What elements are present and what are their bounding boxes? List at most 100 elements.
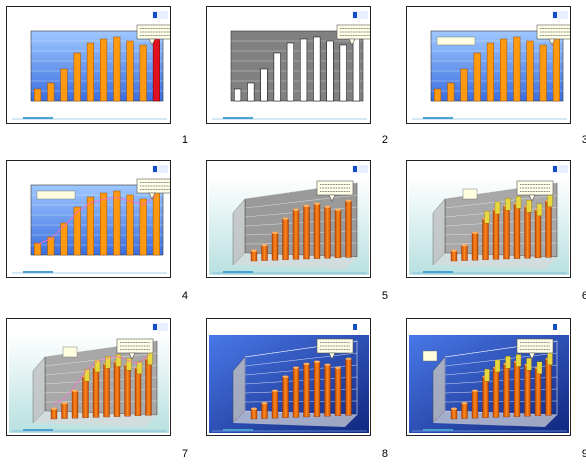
brand-logo-icon xyxy=(552,165,568,173)
chart-bar xyxy=(139,198,147,256)
chart-bar xyxy=(100,192,108,256)
chart-bar xyxy=(34,242,42,256)
chart-bar xyxy=(292,209,300,260)
chart-bar xyxy=(73,52,81,102)
slide-thumbnail-7[interactable] xyxy=(6,318,171,436)
chart-bar xyxy=(524,364,531,417)
chart-bar xyxy=(152,188,160,256)
slide-footer-bar xyxy=(412,429,567,432)
chart-bar xyxy=(250,250,258,262)
chart-bar xyxy=(482,376,489,418)
slide-footer-bar xyxy=(212,429,367,432)
slide-footer-bar xyxy=(12,117,167,120)
chart-bar xyxy=(313,203,321,259)
chart-bar xyxy=(326,40,334,102)
brand-logo-icon xyxy=(352,165,368,173)
slide-chart xyxy=(12,11,170,120)
chart-bar xyxy=(126,40,134,102)
chart-bar xyxy=(260,68,268,102)
slide-chart xyxy=(9,323,169,433)
brand-logo-icon xyxy=(152,165,168,173)
chart-bar xyxy=(82,376,89,418)
chart-bar xyxy=(345,200,352,258)
chart-bar xyxy=(534,209,542,258)
slide-chart xyxy=(409,323,569,433)
chart-bar xyxy=(545,200,552,258)
chart-bar xyxy=(86,42,94,102)
slide-chart xyxy=(209,323,369,433)
chart-bar xyxy=(271,390,279,419)
slide-footer-bar xyxy=(412,271,567,274)
slide-thumbnail-5[interactable] xyxy=(206,160,371,278)
chart-bar xyxy=(339,44,347,102)
chart-bar xyxy=(313,361,321,417)
chart-bar xyxy=(324,206,331,259)
chart-bar xyxy=(460,68,468,102)
slide-footer-bar xyxy=(12,429,167,432)
chart-bar xyxy=(486,42,494,102)
chart-bar xyxy=(47,236,55,256)
chart-bar xyxy=(352,34,360,102)
chart-bar xyxy=(282,218,289,260)
chart-bar xyxy=(152,34,160,102)
chart-bar xyxy=(447,82,455,102)
slide-number: 2 xyxy=(381,134,388,146)
slide-thumbnail-9[interactable] xyxy=(406,318,571,436)
brand-logo-icon xyxy=(352,323,368,331)
chart-series-line xyxy=(37,195,157,245)
chart-bar xyxy=(273,52,281,102)
slide-thumbnail-2[interactable] xyxy=(206,6,371,124)
chart-bar xyxy=(234,88,242,102)
chart-bar xyxy=(526,40,534,102)
chart-bar xyxy=(450,408,458,420)
chart-bar xyxy=(334,367,342,416)
brand-logo-icon xyxy=(152,11,168,19)
brand-logo-icon xyxy=(152,323,168,331)
chart-legend xyxy=(36,190,76,200)
chart-bar xyxy=(545,358,552,416)
chart-bar xyxy=(34,88,42,102)
slide-thumbnail-4[interactable] xyxy=(6,160,171,278)
chart-bar xyxy=(139,44,147,102)
chart-bar xyxy=(261,403,268,419)
chart-legend xyxy=(436,36,476,46)
chart-bar xyxy=(473,52,481,102)
chart-bar xyxy=(434,88,442,102)
chart-bar xyxy=(286,42,294,102)
chart-bar xyxy=(103,363,110,418)
chart-bar xyxy=(513,36,521,102)
slide-chart xyxy=(409,165,569,275)
chart-bar xyxy=(482,218,489,260)
chart-bar xyxy=(503,205,510,260)
slide-number: 6 xyxy=(581,290,586,302)
slide-number: 4 xyxy=(181,290,188,302)
chart-bar xyxy=(300,38,308,102)
chart-bar xyxy=(92,367,100,418)
chart-bar xyxy=(324,364,331,417)
chart-bar xyxy=(303,363,310,418)
slide-thumbnail-3[interactable] xyxy=(406,6,571,124)
chart-bar xyxy=(247,82,255,102)
brand-logo-icon xyxy=(352,11,368,19)
chart-bar xyxy=(334,209,342,258)
slide-thumbnail-8[interactable] xyxy=(206,318,371,436)
chart-bar xyxy=(471,232,479,261)
chart-bar xyxy=(492,367,500,418)
chart-bar xyxy=(313,36,321,102)
chart-bar xyxy=(513,361,521,417)
chart-bar xyxy=(513,203,521,259)
chart-bar xyxy=(73,206,81,256)
chart-bar xyxy=(461,245,468,261)
slide-number: 3 xyxy=(581,134,586,146)
chart-bar xyxy=(250,408,258,420)
brand-logo-icon xyxy=(552,323,568,331)
chart-bar xyxy=(524,206,531,259)
chart-bar xyxy=(113,361,121,417)
slide-number: 7 xyxy=(181,448,188,460)
slide-thumbnail-1[interactable] xyxy=(6,6,171,124)
slide-chart xyxy=(209,165,369,275)
slide-footer-bar xyxy=(412,117,567,120)
chart-bar xyxy=(86,196,94,256)
slide-thumbnail-6[interactable] xyxy=(406,160,571,278)
slide-chart xyxy=(12,165,170,274)
